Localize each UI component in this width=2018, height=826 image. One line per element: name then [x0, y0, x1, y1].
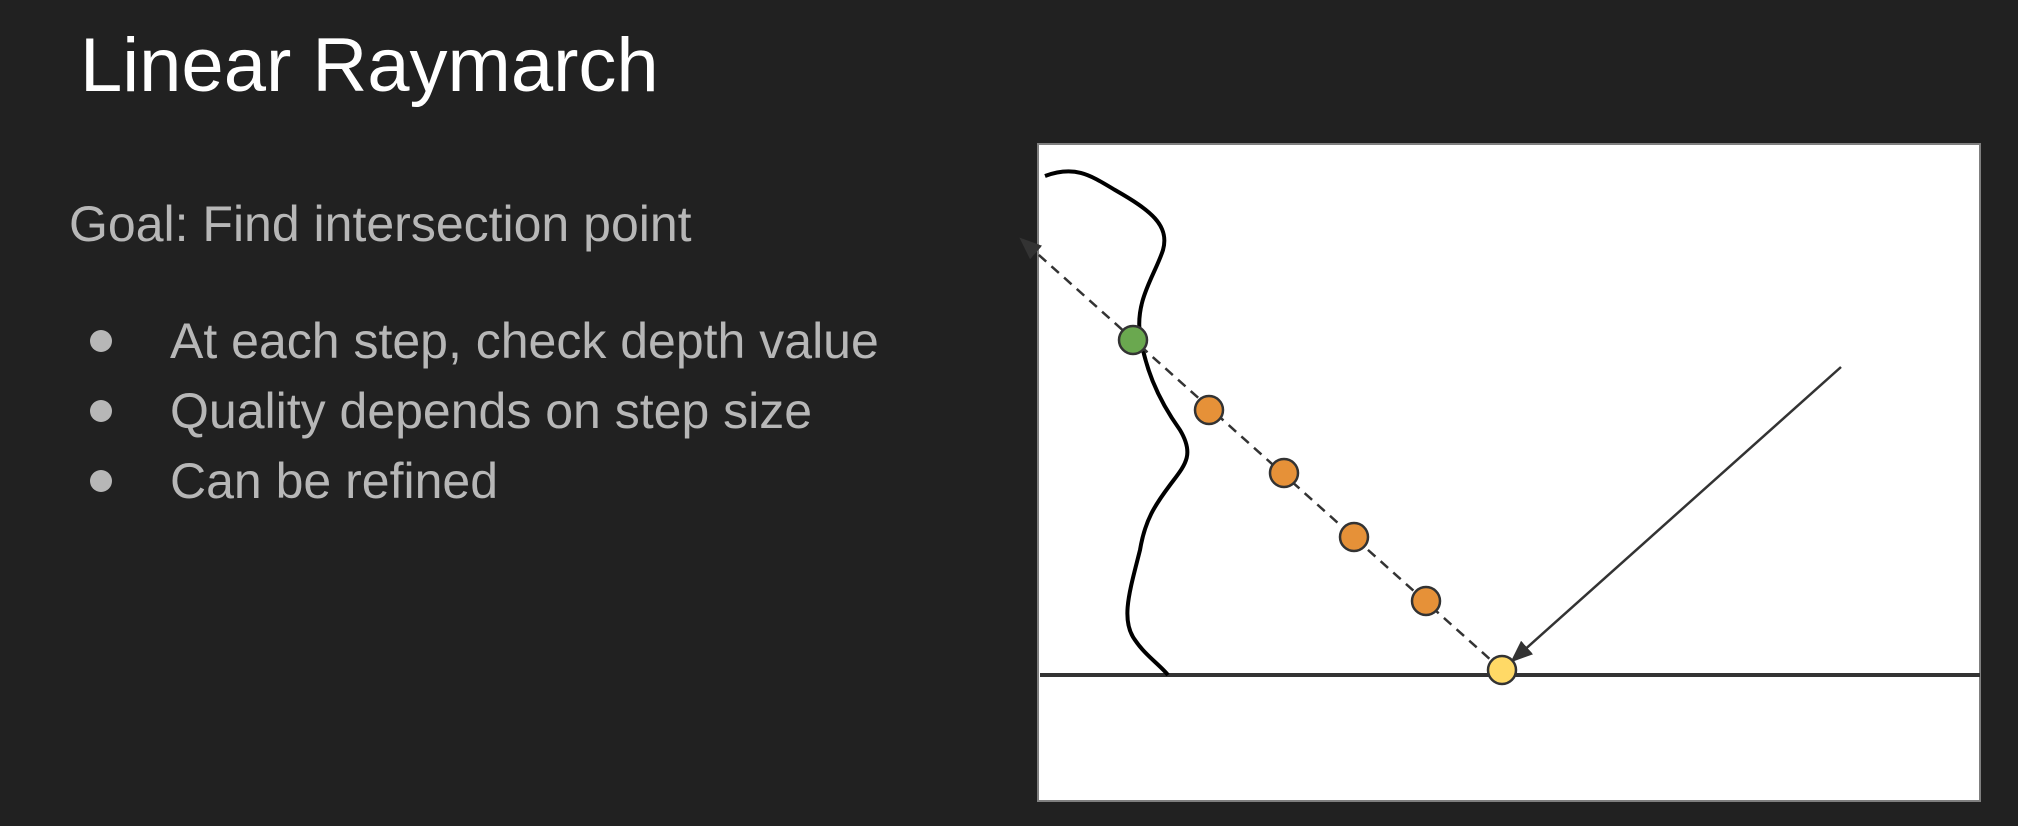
incoming-ray — [1510, 366, 1842, 663]
surface-curve — [1044, 169, 1190, 677]
diagram-panel — [1037, 143, 1981, 802]
bullet-dot-icon — [90, 470, 112, 492]
bullet-dot-icon — [90, 400, 112, 422]
step-point — [1338, 521, 1370, 553]
goal-text: Goal: Find intersection point — [69, 196, 692, 252]
slide-title: Linear Raymarch — [80, 23, 659, 108]
bullet-text: At each step, check depth value — [170, 313, 879, 369]
step-point — [1410, 585, 1442, 617]
bullet-dot-icon — [90, 330, 112, 352]
origin-point — [1486, 654, 1518, 686]
bullet-text: Can be refined — [170, 453, 499, 509]
hit-point — [1117, 324, 1149, 356]
raymarch-diagram — [1019, 143, 1981, 802]
step-point — [1268, 457, 1300, 489]
bullet-text: Quality depends on step size — [170, 383, 813, 439]
step-point — [1193, 394, 1225, 426]
